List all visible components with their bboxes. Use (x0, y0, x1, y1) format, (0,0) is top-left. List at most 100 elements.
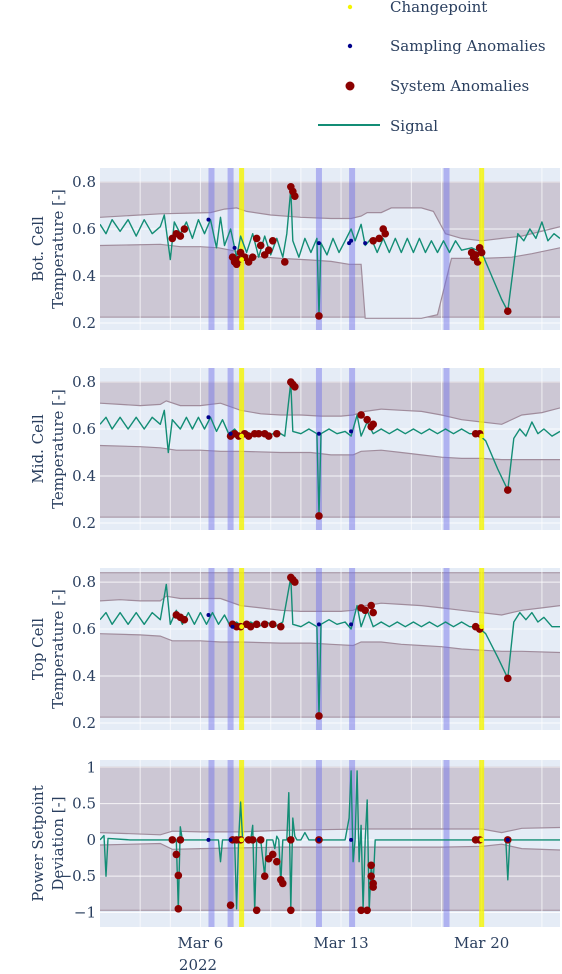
x-tick-label: Mar 20 (454, 934, 509, 952)
anomaly-window (443, 368, 450, 530)
system-anomaly-point (375, 234, 384, 243)
anomaly-window (208, 760, 215, 927)
system-anomaly-point (246, 622, 255, 631)
anomaly-window (349, 568, 356, 730)
system-anomaly-point (172, 850, 181, 859)
y-tick-label: 0.6 (72, 620, 96, 638)
legend: Changepoint Sampling Anomalies System An… (318, 0, 546, 135)
system-anomaly-point (363, 415, 371, 424)
legend-label-signal: Signal (390, 117, 438, 135)
y-tick-label: 0.4 (72, 667, 96, 685)
changepoint-line (479, 368, 485, 530)
anomaly-window (227, 368, 234, 530)
sampling-anomaly-point (316, 622, 321, 627)
sampling-anomaly-point (363, 241, 368, 246)
y-tick-label: 0.5 (72, 795, 96, 813)
system-anomaly-point (367, 872, 375, 880)
y-tick-label: 0.8 (72, 173, 96, 191)
signal-line (100, 770, 560, 912)
sampling-anomaly-point (228, 431, 233, 436)
y-tick-label: 0.6 (72, 220, 96, 238)
sampling-anomaly-point (206, 217, 211, 222)
system-anomaly-point (272, 429, 281, 438)
legend-label-system-anomalies: System Anomalies (390, 77, 529, 95)
system-anomaly-point (503, 486, 512, 494)
system-anomaly-point (244, 432, 253, 440)
system-anomaly-point (315, 512, 323, 520)
subplot-4: 1 0.5 0 −0.5 −1 Power Setpoint Deviation [-] (29, 758, 560, 927)
system-anomaly-point (256, 241, 265, 250)
system-anomaly-point (291, 192, 299, 200)
system-anomaly-point (291, 382, 299, 391)
changepoint-point (479, 624, 485, 630)
legend-item-system-anomalies[interactable]: System Anomalies (345, 77, 530, 95)
sampling-anomaly-point (349, 429, 354, 434)
anomaly-window (208, 568, 215, 730)
upper-band-line (100, 826, 560, 836)
system-anomaly-point (256, 836, 265, 844)
system-anomaly-point (174, 905, 183, 913)
changepoint-point (239, 257, 245, 262)
system-anomaly-point (264, 246, 273, 254)
system-anomaly-point (369, 883, 377, 891)
system-anomaly-point (367, 601, 375, 610)
system-anomaly-point (254, 429, 263, 438)
system-anomaly-point (252, 906, 261, 915)
y-axis-title-line2: Temperature [-] (49, 389, 67, 509)
anomaly-window (349, 168, 356, 330)
subplot-3: 0.8 0.6 0.4 0.2 Top Cell Temperature [-] (29, 568, 560, 732)
changepoint-line (239, 368, 245, 530)
legend-item-sampling-anomalies[interactable]: Sampling Anomalies (347, 37, 546, 55)
anomaly-window (315, 568, 322, 730)
x-tick-label: Mar 6 (178, 934, 224, 952)
system-anomaly-point (281, 258, 289, 266)
system-anomaly-point (174, 871, 183, 880)
legend-label-sampling-anomalies: Sampling Anomalies (390, 37, 546, 55)
upper-band-line (100, 400, 560, 425)
anomaly-window (443, 168, 450, 330)
system-anomaly-point (477, 248, 486, 257)
y-tick-label: 0.2 (72, 714, 96, 732)
system-anomaly-point (180, 225, 189, 233)
changepoint-point (239, 433, 245, 439)
anomaly-window (443, 760, 450, 927)
system-anomaly-point (315, 712, 323, 720)
changepoint-point (239, 837, 245, 843)
changepoint-line (239, 568, 245, 730)
system-marker-icon (345, 81, 355, 91)
y-axis-title-line1: Mid. Cell (29, 414, 47, 483)
subplot-1: 0.8 0.6 0.4 0.2 Bot. Cell Temperature [-] (29, 168, 560, 332)
system-anomaly-point (278, 879, 287, 888)
system-anomaly-point (369, 608, 377, 617)
lower-band-line (100, 633, 560, 654)
system-anomaly-point (264, 432, 273, 440)
system-anomaly-point (363, 906, 371, 915)
changepoint-point (479, 257, 485, 262)
legend-item-changepoint[interactable]: Changepoint (347, 0, 488, 16)
x-axis: Mar 6 Mar 13 Mar 20 (178, 934, 510, 952)
y-axis-title-line2: Temperature [-] (49, 589, 67, 709)
y-tick-label: 0.4 (72, 267, 96, 285)
sampling-anomaly-point (230, 624, 235, 629)
sampling-anomaly-point (349, 837, 354, 842)
sampling-anomaly-point (232, 245, 237, 250)
system-anomaly-point (272, 857, 281, 866)
y-tick-label: 0.2 (72, 314, 96, 332)
system-anomaly-point (361, 606, 369, 615)
changepoint-line (479, 760, 485, 927)
legend-item-signal[interactable]: Signal (318, 117, 438, 135)
anomaly-window (315, 168, 322, 330)
sampling-anomaly-point (505, 837, 510, 842)
signal-line (100, 188, 560, 317)
system-anomaly-point (180, 615, 189, 624)
system-anomaly-point (381, 229, 390, 238)
sampling-anomaly-point (349, 238, 354, 243)
changepoint-line (479, 568, 485, 730)
system-anomaly-point (287, 836, 295, 844)
anomaly-window (227, 168, 234, 330)
y-axis-title-line2: Temperature [-] (49, 189, 67, 309)
y-axis-title-line1: Power Setpoint (29, 785, 47, 901)
y-tick-label: 0.8 (72, 573, 96, 591)
system-anomaly-point (260, 620, 269, 629)
